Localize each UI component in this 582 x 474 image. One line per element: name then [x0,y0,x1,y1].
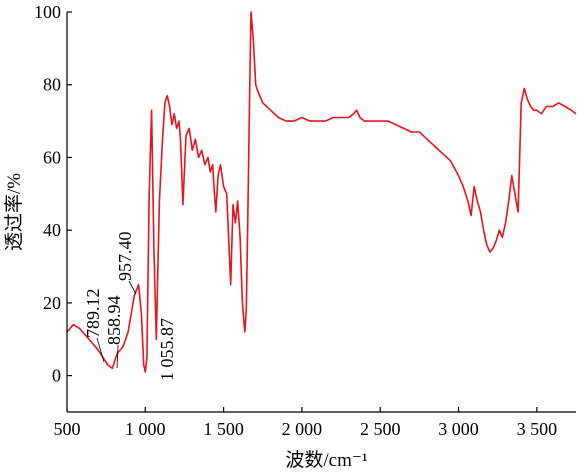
x-axis-title: 波数/cm⁻¹ [285,449,368,471]
plot-area [66,11,577,373]
peak-label: 858.94 [104,296,124,346]
peak-label: 1 055.87 [157,318,177,381]
y-axis-ticks: 0 20 40 60 80 100 [34,2,72,386]
x-tick-label: 3 500 [517,419,558,439]
x-tick-label: 2 500 [360,419,401,439]
axes [66,12,576,413]
spectrum-line [66,11,577,373]
x-tick-label: 500 [54,419,81,439]
x-tick-label: 1 000 [125,419,166,439]
y-tick-label: 60 [43,147,61,167]
y-tick-label: 100 [34,2,61,22]
peak-label: 789.12 [83,289,103,339]
y-tick-label: 20 [43,293,61,313]
peak-leader-line [116,344,119,369]
y-tick-label: 0 [52,366,61,386]
x-tick-label: 3 000 [438,419,479,439]
y-axis-title: 透过率/% [3,173,25,251]
peak-leader-line [96,337,105,363]
x-axis-ticks: 500 1 000 1 500 2 000 2 500 3 000 3 500 [54,407,558,439]
peak-annotations: 789.12 858.94 957.40 1 055.87 [83,232,177,382]
peak-label: 957.40 [115,232,135,282]
x-tick-label: 2 000 [282,419,323,439]
peak-leader-line [128,280,137,295]
y-tick-label: 80 [43,75,61,95]
y-tick-label: 40 [43,220,61,240]
x-tick-label: 1 500 [203,419,244,439]
